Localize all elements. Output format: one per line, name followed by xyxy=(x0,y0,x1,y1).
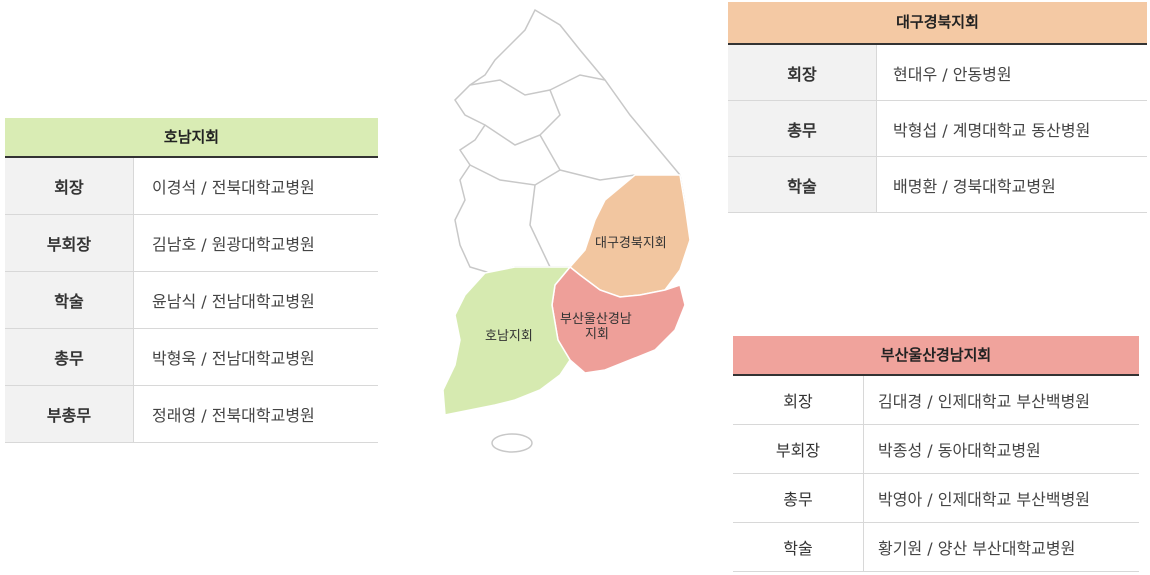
province-border xyxy=(529,184,551,268)
role-cell: 학술 xyxy=(733,523,864,571)
table-row: 학술 배명환 / 경북대학교병원 xyxy=(728,157,1147,213)
daegu-table-title: 대구경북지회 xyxy=(728,2,1147,45)
table-row: 회장 김대경 / 인제대학교 부산백병원 xyxy=(733,376,1139,425)
role-cell: 총무 xyxy=(5,329,134,385)
role-cell: 회장 xyxy=(728,45,877,100)
person-cell: 황기원 / 양산 부산대학교병원 xyxy=(878,539,1076,558)
role-cell: 총무 xyxy=(733,474,864,522)
table-row: 총무 박형섭 / 계명대학교 동산병원 xyxy=(728,101,1147,157)
person-cell: 박형욱 / 전남대학교병원 xyxy=(152,349,315,368)
role-cell: 학술 xyxy=(5,272,134,328)
table-row: 총무 박영아 / 인제대학교 부산백병원 xyxy=(733,474,1139,523)
person-cell: 이경석 / 전북대학교병원 xyxy=(152,178,315,197)
person-cell: 윤남식 / 전남대학교병원 xyxy=(152,292,315,311)
table-row: 회장 이경석 / 전북대학교병원 xyxy=(5,158,378,215)
daegu-branch-table: 대구경북지회 회장 현대우 / 안동병원 총무 박형섭 / 계명대학교 동산병원… xyxy=(728,2,1147,213)
person-cell: 배명환 / 경북대학교병원 xyxy=(893,176,1056,196)
table-row: 부회장 김남호 / 원광대학교병원 xyxy=(5,215,378,272)
role-cell: 회장 xyxy=(733,376,864,424)
korea-region-map: 대구경북지회 부산울산경남 지회 호남지회 xyxy=(442,8,691,453)
person-cell: 박형섭 / 계명대학교 동산병원 xyxy=(893,120,1091,140)
province-border xyxy=(469,79,561,146)
person-cell: 김대경 / 인제대학교 부산백병원 xyxy=(878,392,1091,411)
table-row: 회장 현대우 / 안동병원 xyxy=(728,45,1147,101)
busan-branch-table: 부산울산경남지회 회장 김대경 / 인제대학교 부산백병원 부회장 박종성 / … xyxy=(733,336,1139,572)
province-border xyxy=(559,169,636,181)
table-row: 부총무 정래영 / 전북대학교병원 xyxy=(5,386,378,443)
map-label-honam: 호남지회 xyxy=(485,329,533,344)
table-row: 총무 박형욱 / 전남대학교병원 xyxy=(5,329,378,386)
person-cell: 박영아 / 인제대학교 부산백병원 xyxy=(878,490,1091,509)
role-cell: 학술 xyxy=(728,157,877,212)
role-cell: 회장 xyxy=(5,158,134,214)
map-label-busan-line1: 부산울산경남 xyxy=(560,312,632,327)
person-cell: 박종성 / 동아대학교병원 xyxy=(878,441,1041,460)
map-label-busan-line2: 지회 xyxy=(585,327,609,342)
role-cell: 총무 xyxy=(728,101,877,156)
map-region-honam xyxy=(442,266,572,416)
map-jeju xyxy=(491,433,533,453)
honam-table-title: 호남지회 xyxy=(5,118,378,158)
busan-table-title: 부산울산경남지회 xyxy=(733,336,1139,376)
person-cell: 정래영 / 전북대학교병원 xyxy=(152,406,315,425)
person-cell: 김남호 / 원광대학교병원 xyxy=(152,235,315,254)
table-row: 학술 윤남식 / 전남대학교병원 xyxy=(5,272,378,329)
province-border xyxy=(549,74,606,91)
role-cell: 부총무 xyxy=(5,386,134,442)
table-row: 부회장 박종성 / 동아대학교병원 xyxy=(733,425,1139,474)
person-cell: 현대우 / 안동병원 xyxy=(893,64,1012,84)
honam-branch-table: 호남지회 회장 이경석 / 전북대학교병원 부회장 김남호 / 원광대학교병원 … xyxy=(5,118,378,443)
role-cell: 부회장 xyxy=(5,215,134,271)
role-cell: 부회장 xyxy=(733,425,864,473)
map-label-daegu: 대구경북지회 xyxy=(595,236,667,251)
table-row: 학술 황기원 / 양산 부산대학교병원 xyxy=(733,523,1139,572)
